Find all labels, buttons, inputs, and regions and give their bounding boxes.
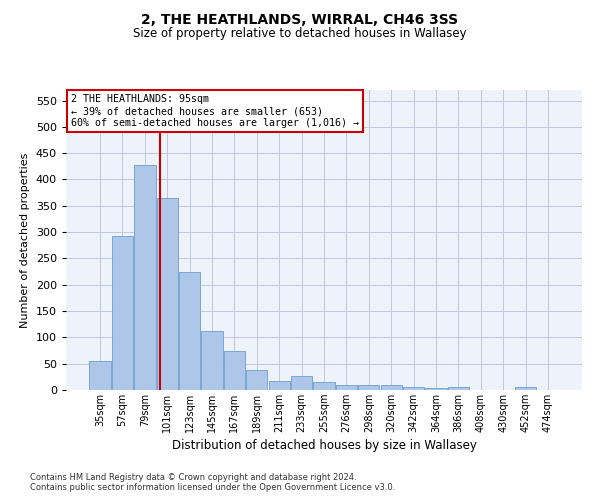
Bar: [336, 384, 357, 390]
Bar: [380, 384, 402, 390]
Bar: [89, 360, 111, 390]
Bar: [515, 388, 536, 390]
Bar: [157, 198, 178, 390]
Bar: [313, 382, 335, 390]
Bar: [134, 164, 155, 390]
Bar: [202, 330, 223, 390]
Text: 2 THE HEATHLANDS: 95sqm
← 39% of detached houses are smaller (653)
60% of semi-d: 2 THE HEATHLANDS: 95sqm ← 39% of detache…: [71, 94, 359, 128]
Bar: [269, 381, 290, 390]
Text: Size of property relative to detached houses in Wallasey: Size of property relative to detached ho…: [133, 28, 467, 40]
Bar: [179, 272, 200, 390]
Bar: [425, 388, 446, 390]
Bar: [448, 388, 469, 390]
Bar: [246, 370, 268, 390]
X-axis label: Distribution of detached houses by size in Wallasey: Distribution of detached houses by size …: [172, 439, 476, 452]
Text: Contains HM Land Registry data © Crown copyright and database right 2024.
Contai: Contains HM Land Registry data © Crown c…: [30, 473, 395, 492]
Text: 2, THE HEATHLANDS, WIRRAL, CH46 3SS: 2, THE HEATHLANDS, WIRRAL, CH46 3SS: [142, 12, 458, 26]
Y-axis label: Number of detached properties: Number of detached properties: [20, 152, 30, 328]
Bar: [224, 350, 245, 390]
Bar: [112, 236, 133, 390]
Bar: [403, 388, 424, 390]
Bar: [358, 384, 379, 390]
Bar: [291, 376, 312, 390]
